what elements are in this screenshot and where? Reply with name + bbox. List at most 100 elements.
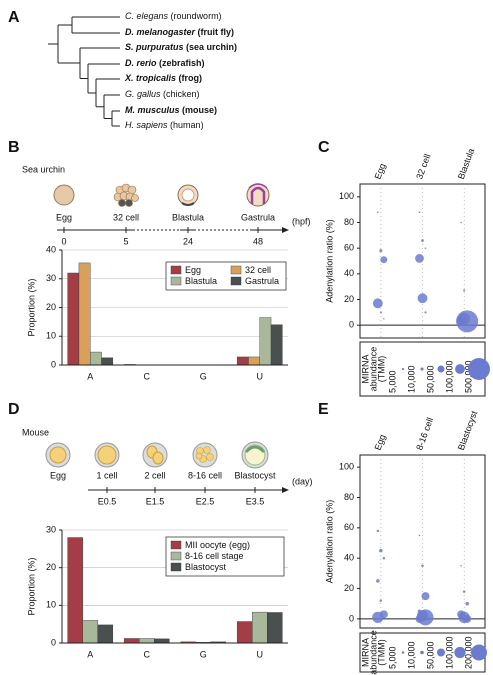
size-legend-label: 5,000 (387, 646, 397, 669)
stage-label: 1 cell (96, 470, 117, 480)
size-legend-title: MIRNA (360, 355, 370, 384)
common-name: (chicken) (163, 89, 200, 99)
y-tick-label: 20 (46, 302, 56, 312)
bubble (379, 599, 383, 602)
x-tick-label: A (87, 371, 93, 381)
species-name: X. tropicalis (124, 73, 176, 83)
bubble (465, 601, 469, 606)
bar (270, 324, 283, 366)
time-label: 48 (253, 236, 263, 246)
size-legend-label: 500,000 (463, 360, 473, 393)
bubble (379, 548, 383, 553)
stage-label: 8-16 cell (188, 470, 222, 480)
bar (236, 356, 249, 366)
embryo-icons (45, 441, 269, 469)
size-legend-label: 200,000 (463, 636, 473, 669)
size-legend-label: 5,000 (387, 370, 397, 393)
species-name: H. sapiens (125, 120, 168, 130)
legend-label: Blastocyst (185, 562, 227, 572)
timeline-title: Mouse (22, 427, 49, 437)
size-legend-title: MIRNA (360, 638, 370, 667)
bubble (382, 556, 386, 560)
stage-label: Egg (56, 212, 72, 222)
legend-swatch (170, 562, 182, 572)
bubble (463, 289, 466, 292)
stage-label: Blastula (172, 212, 204, 222)
size-legend-bubble (471, 644, 487, 661)
column-label: Blastocyst (456, 409, 480, 451)
legend-label: Gastrula (245, 276, 279, 286)
time-label: E2.5 (196, 496, 215, 506)
panel-label: C (318, 139, 330, 156)
legend-swatch (230, 276, 242, 286)
legend-label: Egg (185, 265, 201, 275)
x-tick-label: G (200, 371, 207, 381)
bubble (460, 221, 462, 224)
y-axis-label: Proportion (%) (26, 557, 36, 615)
column-label: Egg (373, 162, 388, 180)
size-legend-bubble (420, 367, 424, 371)
species-label: G. gallus (chicken) (125, 89, 200, 99)
size-legend-label: 100,000 (444, 636, 454, 669)
panel-label: E (318, 401, 329, 418)
time-label: E3.5 (246, 496, 265, 506)
species-name: D. melanogaster (125, 27, 196, 37)
bubble (418, 534, 421, 537)
bubble (417, 293, 428, 304)
y-tick-label: 0 (51, 637, 56, 647)
stage-label: Gastrula (241, 212, 275, 222)
plot-frame (359, 454, 486, 629)
species-name: D. rerio (125, 58, 157, 68)
size-legend-bubble (455, 364, 465, 374)
size-legend-label: 10,000 (406, 641, 416, 669)
y-tick-label: 60 (344, 243, 354, 253)
bar (267, 612, 283, 644)
y-tick-label: 0 (51, 359, 56, 369)
bar (236, 621, 253, 644)
panel-label: B (8, 139, 20, 156)
time-unit: (hpf) (292, 216, 311, 226)
y-tick-label: 40 (344, 553, 354, 563)
size-legend-bubble (437, 648, 445, 657)
bubble (418, 211, 421, 214)
y-tick-label: 40 (344, 268, 354, 278)
common-name: (sea urchin) (186, 42, 237, 52)
stage-label: Blastocyst (234, 470, 276, 480)
stage-label: Egg (50, 470, 66, 480)
species-label: H. sapiens (human) (125, 120, 204, 130)
panel-label: A (8, 9, 20, 26)
size-legend-label: 10,000 (406, 365, 416, 393)
y-tick-label: 30 (46, 273, 56, 283)
time-label: 5 (123, 236, 128, 246)
bubble (377, 211, 379, 214)
y-tick-label: 60 (344, 522, 354, 532)
legend-swatch (230, 265, 242, 275)
bubble (421, 239, 424, 242)
bar (67, 272, 80, 366)
size-legend-title: (TMM) (376, 356, 386, 383)
time-label: E0.5 (98, 496, 117, 506)
column-label: Blastula (456, 147, 476, 181)
legend-label: Blastula (185, 276, 217, 286)
species-label: M. musculus (mouse) (125, 105, 217, 115)
bubble (380, 256, 388, 264)
bar (101, 357, 114, 366)
x-tick-label: G (200, 649, 207, 659)
size-legend-label: 100,000 (444, 360, 454, 393)
species-label: C. elegans (roundworm) (125, 11, 222, 21)
column-label: 8-16 cell (414, 416, 435, 451)
y-tick-label: 10 (46, 600, 56, 610)
size-legend-bubble (454, 646, 466, 659)
size-legend-bubble (468, 358, 490, 380)
legend-box (165, 536, 285, 577)
time-label: 24 (183, 236, 193, 246)
species-label: X. tropicalis (frog) (124, 73, 202, 83)
legend-swatch (170, 540, 182, 550)
size-legend-title: abundance (368, 347, 378, 392)
size-legend-title: (TMM) (376, 639, 386, 666)
stage-label: 32 cell (113, 212, 139, 222)
y-tick-label: 100 (339, 462, 354, 472)
species-name: S. purpuratus (125, 42, 184, 52)
bubble (372, 611, 384, 624)
